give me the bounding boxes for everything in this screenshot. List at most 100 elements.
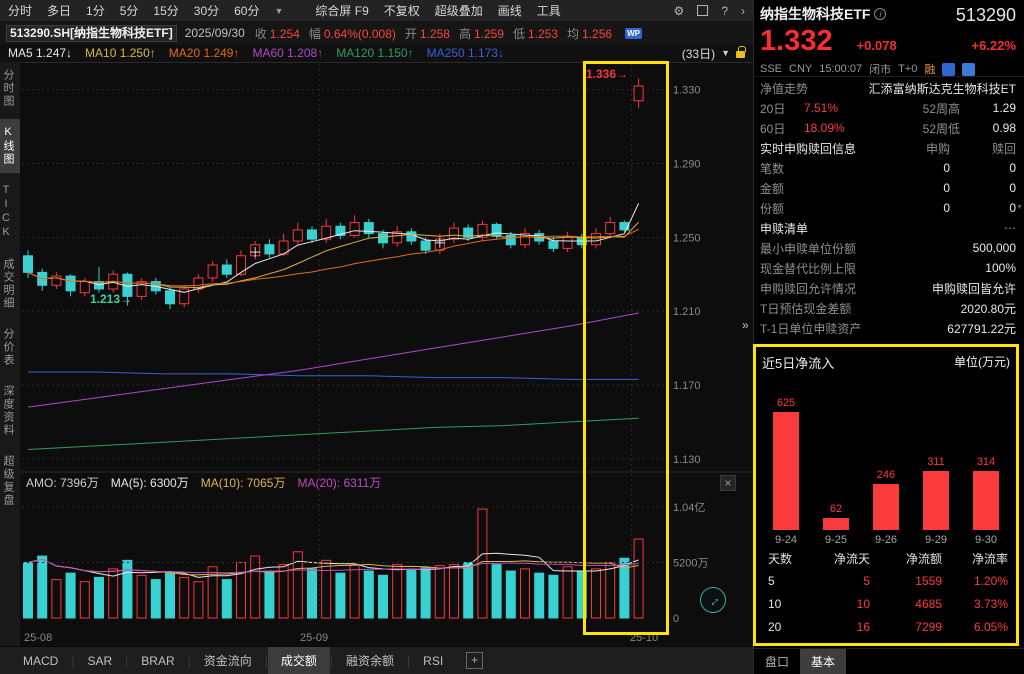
kline-count: (33日) <box>681 46 716 61</box>
ma-value-ma10: MA10 1.250↑ <box>85 46 156 60</box>
netflow-bar-column: 625 <box>764 397 808 530</box>
netflow-table-row-1: 10 10 4685 3.73% <box>768 597 1008 611</box>
indicator-tab-4[interactable]: 成交额 <box>267 646 330 674</box>
svg-text:1.130: 1.130 <box>673 454 701 466</box>
help-icon[interactable]: ? <box>721 3 728 18</box>
indicator-tab-0[interactable]: MACD <box>23 653 59 668</box>
netflow-bar-value: 311 <box>927 456 945 468</box>
highlight-box-recent-candles <box>583 61 669 635</box>
sidebar-item-5[interactable]: 深度资料 <box>2 385 14 437</box>
panel-row-3: 实时申购赎回信息 申购 赎回 <box>760 141 1016 156</box>
indicator-tab-5[interactable]: 融资余额 <box>346 653 395 668</box>
panel-row-1: 20日 7.51% 52周高 1.29 <box>760 101 1016 116</box>
svg-text:5200万: 5200万 <box>673 557 708 569</box>
vol-ma20-value: MA(20): 6311万 <box>297 476 382 490</box>
market-status-row: SSE CNY 15:00:07 闭市 T+0 融 <box>754 58 1024 77</box>
expand-chart-icon[interactable]: ↔ <box>700 587 726 613</box>
panel-row-7: 申赎清单 ⋯ <box>760 221 1016 236</box>
toolbar-menu-item-4[interactable]: 工具 <box>536 4 561 18</box>
ma-values: MA5 1.247↓ MA10 1.250↑ MA20 1.249↑ MA60 1.2… <box>8 46 517 60</box>
kline-badge-icon[interactable] <box>962 62 976 76</box>
chart-badge-icon[interactable] <box>942 62 956 76</box>
svg-text:1.210: 1.210 <box>673 306 701 318</box>
period-tab-4[interactable]: 15分 <box>153 4 179 18</box>
top-toolbar: 分时 多日 1分 5分 15分 30分 60分 ▼ 综合屏 F9 不复权 超级叠加 画线 工具 ⚙ … <box>0 0 753 22</box>
panel-header: 纳指生物科技ETF i 513290 <box>754 0 1024 26</box>
indicator-tab-6[interactable]: RSI <box>423 653 444 668</box>
period-dropdown-caret-icon[interactable]: ▼ <box>274 5 284 16</box>
panel-expand-handle-icon[interactable]: » <box>742 318 749 332</box>
ma-value-ma60: MA60 1.208↑ <box>252 46 324 60</box>
netflow-bar-label: 9-30 <box>974 534 998 546</box>
add-indicator-icon[interactable]: + <box>466 652 484 669</box>
panel-row-4: 笔数 0 0 <box>760 161 1016 176</box>
panel-tab-0[interactable]: 盘口 <box>764 655 789 669</box>
toolbar-menu-item-2[interactable]: 超级叠加 <box>434 4 483 18</box>
period-tabs: 分时 多日 1分 5分 15分 30分 60分 <box>8 2 274 19</box>
period-tab-3[interactable]: 5分 <box>119 4 139 18</box>
panel-row-0: 净值走势 汇添富纳斯达克生物科技ET <box>760 81 1016 96</box>
period-tab-0[interactable]: 分时 <box>8 4 33 18</box>
panel-row-2: 60日 18.09% 52周低 0.98 <box>760 121 1016 136</box>
netflow-bar-label: 9-26 <box>874 534 898 546</box>
status-item-2: 15:00:07 <box>819 63 863 75</box>
sidebar-item-1[interactable]: K线图 <box>0 119 20 173</box>
status-item-0: SSE <box>760 63 783 75</box>
kline-count-caret-icon[interactable]: ▼ <box>721 48 730 58</box>
panel-row-6: 份额 0 0 ▼ <box>760 201 1023 216</box>
svg-text:0: 0 <box>673 613 679 625</box>
indicator-tab-3[interactable]: 资金流向 <box>203 653 252 668</box>
quote-field-1: 幅 0.64%(0.008) <box>308 26 396 41</box>
netflow-col-header-2: 净流额 <box>905 551 942 566</box>
toolbar-menu-item-3[interactable]: 画线 <box>497 4 522 18</box>
quote-panel: 纳指生物科技ETF i 513290 1.332 +0.078 +6.22% SS… <box>753 0 1024 674</box>
sidebar-item-6[interactable]: 超级复盘 <box>2 455 14 507</box>
sidebar-item-2[interactable]: TICK <box>0 184 12 240</box>
netflow-bar <box>973 471 999 530</box>
panel-collapse-icon[interactable]: › <box>741 3 745 18</box>
period-tab-6[interactable]: 60分 <box>234 4 260 18</box>
netflow-x-labels: 9-24 9-25 9-26 9-29 9-30 <box>762 534 1010 546</box>
margin-label: 融 <box>924 64 936 76</box>
panel-row-12: T-1日单位申赎资产 627791.22元 <box>760 321 1016 336</box>
period-tab-1[interactable]: 多日 <box>47 4 72 18</box>
netflow-bar-value: 246 <box>876 469 896 481</box>
svg-text:25-09: 25-09 <box>300 632 328 644</box>
toolbar-menu-item-0[interactable]: 综合屏 F9 <box>315 4 369 18</box>
divider <box>754 76 1024 77</box>
info-icon[interactable]: i <box>874 8 887 20</box>
quote-field-4: 低 1.253 <box>512 26 559 41</box>
ma-value-ma5: MA5 1.247↓ <box>8 46 73 60</box>
netflow-unit: 单位(万元) <box>954 355 1010 369</box>
close-icon[interactable]: × <box>720 475 736 491</box>
scroll-caret-icon[interactable]: ▼ <box>1016 204 1023 211</box>
indicator-tab-2[interactable]: BRAR <box>141 653 175 668</box>
lock-icon[interactable] <box>736 46 746 58</box>
multi-window-icon[interactable] <box>697 5 709 16</box>
status-item-3: 闭市 <box>869 64 892 76</box>
svg-text:1.290: 1.290 <box>673 159 701 171</box>
netflow-bar-value: 314 <box>976 456 996 468</box>
etf-code: 513290 <box>955 5 1016 25</box>
sidebar-item-0[interactable]: 分时图 <box>2 69 14 108</box>
panel-tab-bar: 盘口 基本 <box>754 648 1024 674</box>
period-tab-5[interactable]: 30分 <box>193 4 220 18</box>
netflow-bar-label: 9-24 <box>774 534 798 546</box>
quote-date: 2025/09/30 <box>184 26 245 40</box>
svg-text:25-10: 25-10 <box>630 632 658 644</box>
svg-text:1.330: 1.330 <box>673 85 701 97</box>
toolbar-menu-item-1[interactable]: 不复权 <box>383 4 420 18</box>
indicator-tab-bar: MACD | SAR | BRAR | 资金流向 | 成交额 | 融资余额 | RSI + <box>0 646 753 674</box>
settings-gear-icon[interactable]: ⚙ <box>673 3 685 18</box>
period-tab-2[interactable]: 1分 <box>86 4 105 18</box>
netflow-bar-value: 625 <box>776 397 796 409</box>
amo-value: AMO: 7396万 <box>26 476 99 490</box>
symbol-label[interactable]: 513290.SH[纳指生物科技ETF] <box>6 24 177 42</box>
sidebar-item-4[interactable]: 分价表 <box>2 328 14 367</box>
wp-badge-icon[interactable]: WP <box>625 27 642 39</box>
indicator-tab-1[interactable]: SAR <box>87 653 113 668</box>
more-dots-icon[interactable]: ⋯ <box>1004 221 1016 235</box>
panel-tab-1[interactable]: 基本 <box>800 649 846 674</box>
panel-row-8: 最小申赎单位份额 500,000 <box>760 241 1016 256</box>
sidebar-item-3[interactable]: 成交明细 <box>2 258 14 310</box>
